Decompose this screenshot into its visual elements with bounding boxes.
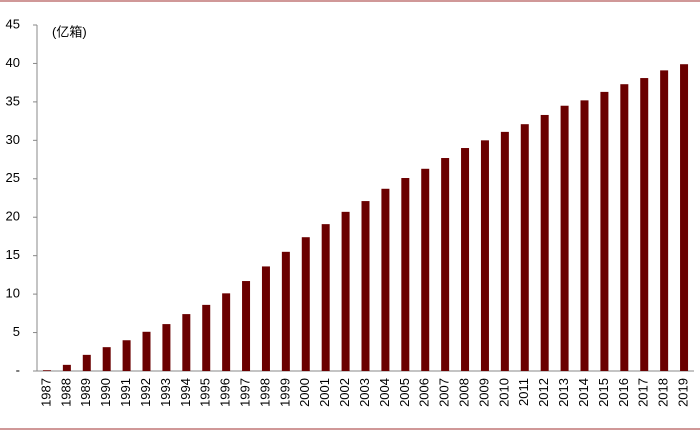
- y-tick-label: -: [16, 362, 20, 377]
- bar: [281, 251, 290, 371]
- bar: [461, 148, 470, 371]
- bar: [361, 201, 370, 371]
- bar: [122, 340, 131, 371]
- x-tick-label: 1991: [118, 378, 133, 407]
- x-tick-label: 1999: [277, 378, 292, 407]
- x-tick-label: 2010: [496, 378, 511, 407]
- bar: [680, 64, 689, 372]
- bar: [480, 140, 489, 371]
- bar: [520, 124, 529, 371]
- y-tick-label: 40: [6, 55, 20, 70]
- x-tick-label: 2007: [437, 378, 452, 407]
- bar: [142, 331, 151, 371]
- y-tick-label: 25: [6, 170, 20, 185]
- bar: [560, 105, 569, 371]
- bar: [401, 178, 410, 371]
- y-tick-label: 30: [6, 132, 20, 147]
- bar: [301, 237, 310, 371]
- bar: [42, 370, 51, 371]
- x-tick-label: 2009: [476, 378, 491, 407]
- bar: [62, 364, 71, 371]
- bar: [341, 211, 350, 371]
- x-tick-label: 2001: [317, 378, 332, 407]
- bar: [640, 78, 649, 371]
- x-tick-label: 1996: [218, 378, 233, 407]
- x-tick-label: 2019: [675, 378, 690, 407]
- x-tick-label: 2013: [556, 378, 571, 407]
- bar: [500, 131, 509, 371]
- x-tick-label: 2008: [456, 378, 471, 407]
- bar: [321, 224, 330, 371]
- bar: [421, 168, 430, 371]
- x-tick-label: 2005: [397, 378, 412, 407]
- y-tick-label: 5: [13, 324, 20, 339]
- bar: [620, 84, 629, 372]
- x-tick-label: 2011: [516, 378, 531, 406]
- bar: [441, 158, 450, 371]
- bar: [222, 293, 231, 371]
- x-tick-label: 2004: [377, 378, 392, 407]
- x-tick-label: 1994: [178, 378, 193, 407]
- x-tick-label: 2012: [536, 378, 551, 407]
- x-tick-label: 1992: [138, 378, 153, 407]
- bar: [202, 304, 211, 371]
- x-tick-label: 2014: [576, 378, 591, 407]
- y-tick-label: 15: [6, 247, 20, 262]
- bar: [381, 188, 390, 371]
- bar: [261, 266, 270, 371]
- bar: [242, 281, 251, 371]
- bar: [102, 347, 111, 371]
- unit-label: (亿箱): [52, 24, 87, 39]
- bar: [182, 314, 191, 371]
- x-tick-label: 2002: [337, 378, 352, 407]
- x-tick-label: 1990: [98, 378, 113, 407]
- x-tick-label: 2006: [417, 378, 432, 407]
- x-tick-label: 1988: [58, 378, 73, 407]
- y-tick-label: 20: [6, 209, 20, 224]
- x-tick-label: 2015: [596, 378, 611, 407]
- x-tick-label: 1997: [237, 378, 252, 407]
- bar: [82, 354, 91, 371]
- x-tick-label: 1995: [198, 378, 213, 407]
- x-tick-label: 2016: [616, 378, 631, 407]
- bar: [600, 91, 609, 371]
- y-tick-label: 10: [6, 286, 20, 301]
- bar: [162, 324, 171, 371]
- x-tick-label: 2018: [656, 378, 671, 407]
- y-tick-label: 45: [6, 16, 20, 31]
- x-tick-label: 1993: [158, 378, 173, 407]
- x-tick-label: 1987: [38, 378, 53, 407]
- x-tick-label: 1989: [78, 378, 93, 407]
- bar: [660, 70, 669, 371]
- x-tick-label: 2000: [297, 378, 312, 407]
- x-tick-label: 2017: [636, 378, 651, 407]
- bar: [580, 100, 589, 372]
- x-tick-label: 1998: [257, 378, 272, 407]
- bar: [540, 114, 549, 372]
- x-tick-label: 2003: [357, 378, 372, 407]
- y-tick-label: 35: [6, 93, 20, 108]
